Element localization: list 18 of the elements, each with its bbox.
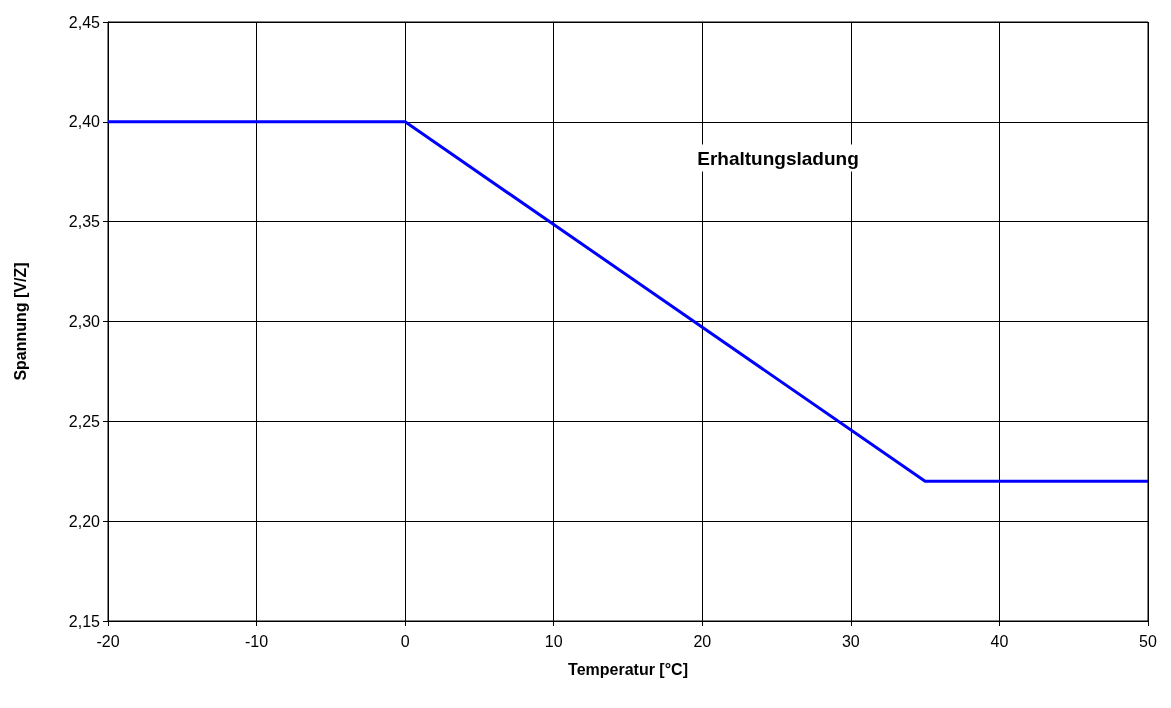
x-tick-label: 50 (1139, 632, 1157, 650)
x-axis-title: Temperatur [°C] (568, 660, 688, 678)
x-tick-label: 20 (693, 632, 712, 650)
x-tick-label: -20 (96, 632, 120, 650)
y-tick-label: 2,40 (68, 113, 101, 131)
y-tick-label: 2,25 (68, 412, 101, 430)
y-tick-label: 2,35 (68, 213, 101, 231)
x-tick-label: 10 (544, 632, 563, 650)
y-tick-label: 2,15 (68, 612, 101, 630)
x-tick-label: 40 (990, 632, 1009, 650)
y-tick-label: 2,30 (68, 313, 101, 330)
x-tick-label: 30 (841, 632, 860, 650)
x-tick-label: -10 (245, 632, 269, 650)
y-tick-label: 2,45 (68, 13, 101, 31)
y-tick-label: 2,20 (68, 512, 101, 530)
y-axis-title: Spannung [V/Z] (11, 262, 29, 381)
annotation: Erhaltungsladung (697, 147, 859, 169)
x-tick-label: 0 (400, 632, 410, 650)
